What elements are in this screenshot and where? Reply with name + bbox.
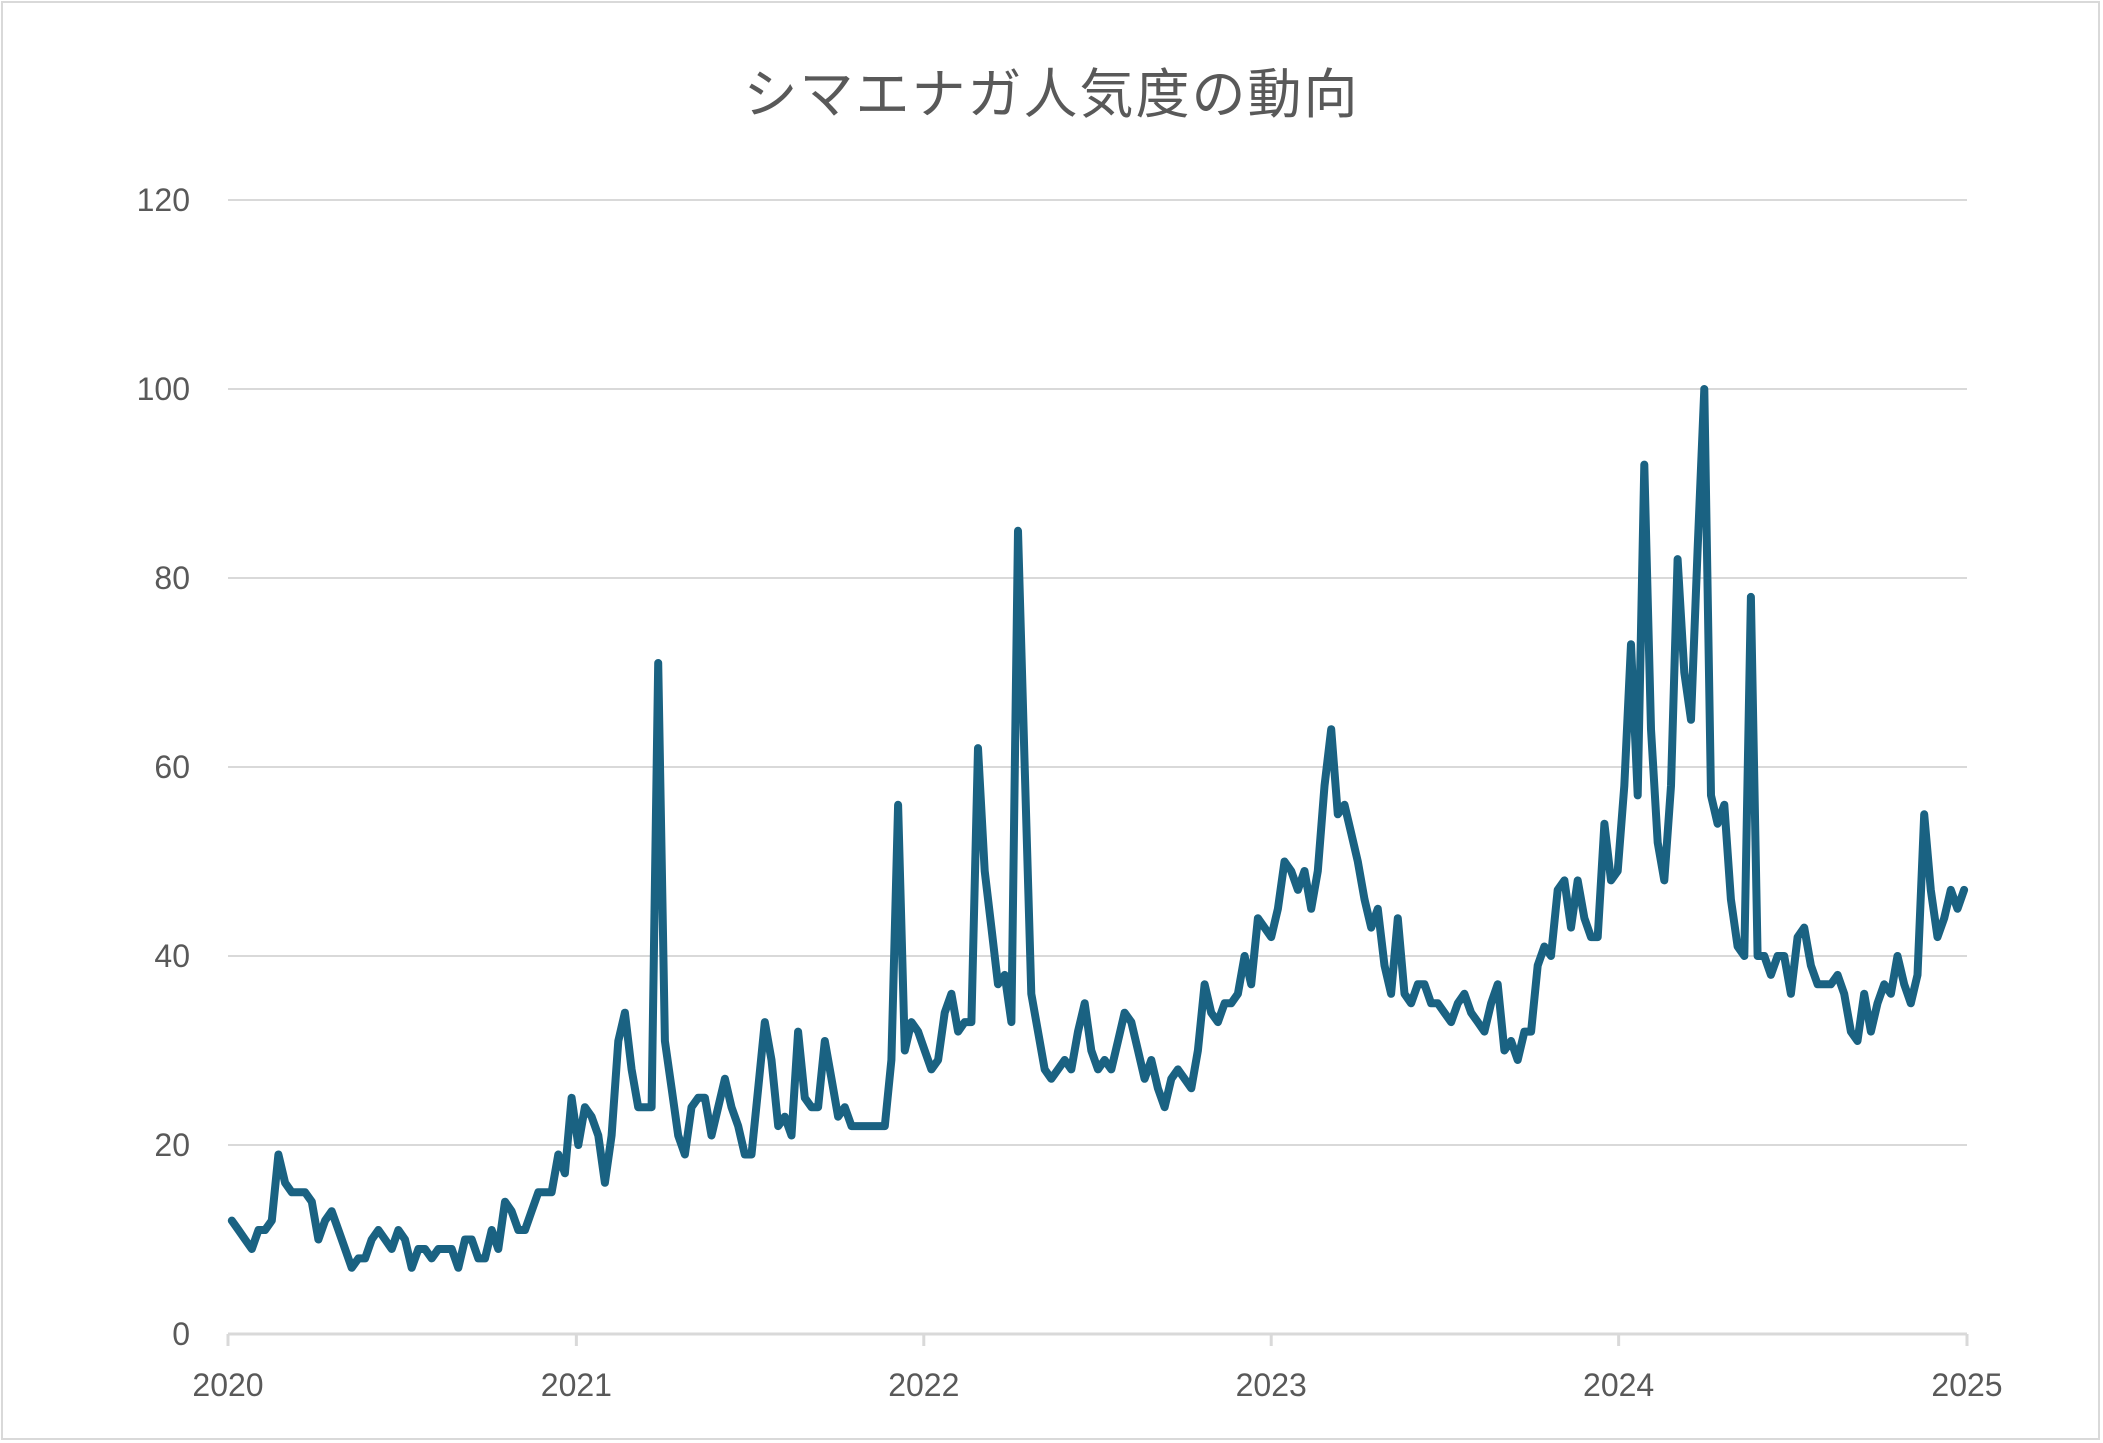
x-tick-label: 2023	[1236, 1367, 1307, 1403]
y-tick-label: 100	[137, 371, 190, 407]
y-axis-ticks: 0 20 40 60 80 100 120	[137, 182, 190, 1352]
x-tick-label: 2025	[1931, 1367, 2002, 1403]
x-axis-ticks: 2020 2021 2022 2023 2024 2025	[192, 1334, 2003, 1403]
x-tick-label: 2020	[192, 1367, 263, 1403]
x-tick-label: 2024	[1583, 1367, 1654, 1403]
y-tick-label: 80	[154, 560, 190, 596]
y-tick-label: 120	[137, 182, 190, 218]
x-tick-label: 2022	[888, 1367, 959, 1403]
y-tick-label: 40	[154, 938, 190, 974]
x-tick-label: 2021	[541, 1367, 612, 1403]
gridlines	[228, 199, 1967, 1336]
y-tick-label: 0	[172, 1316, 190, 1352]
series-line	[227, 385, 1969, 1272]
y-tick-label: 20	[154, 1127, 190, 1163]
chart-title: シマエナガ人気度の動向	[743, 63, 1360, 126]
y-tick-label: 60	[154, 749, 190, 785]
